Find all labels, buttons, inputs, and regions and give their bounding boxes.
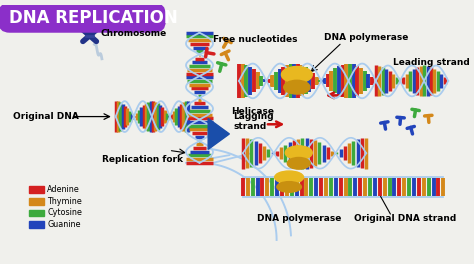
Text: Original DNA strand: Original DNA strand <box>354 214 456 223</box>
Ellipse shape <box>287 158 310 169</box>
Text: Guanine: Guanine <box>47 220 81 229</box>
Ellipse shape <box>274 171 303 183</box>
Text: Chromosome: Chromosome <box>100 29 166 38</box>
Text: Replication fork: Replication fork <box>102 155 183 164</box>
Text: DNA polymerase: DNA polymerase <box>324 33 409 42</box>
Ellipse shape <box>284 80 310 94</box>
Ellipse shape <box>277 182 301 192</box>
Bar <box>29 221 45 228</box>
Ellipse shape <box>285 146 312 160</box>
Text: Cytosine: Cytosine <box>47 209 82 218</box>
Text: Free nucleotides: Free nucleotides <box>213 35 298 44</box>
Text: Lagging
strand: Lagging strand <box>233 112 274 131</box>
Text: DNA REPLICATION: DNA REPLICATION <box>9 9 177 27</box>
Bar <box>29 210 45 216</box>
FancyBboxPatch shape <box>0 3 166 33</box>
Text: Leading strand: Leading strand <box>393 58 470 67</box>
Ellipse shape <box>282 67 312 83</box>
Text: Helicase: Helicase <box>231 107 274 116</box>
Bar <box>29 186 45 193</box>
Text: Adenine: Adenine <box>47 185 80 194</box>
Polygon shape <box>208 119 229 149</box>
Text: Original DNA: Original DNA <box>13 112 79 121</box>
Bar <box>29 198 45 205</box>
Text: DNA polymerase: DNA polymerase <box>256 214 341 223</box>
Text: Thymine: Thymine <box>47 197 82 206</box>
